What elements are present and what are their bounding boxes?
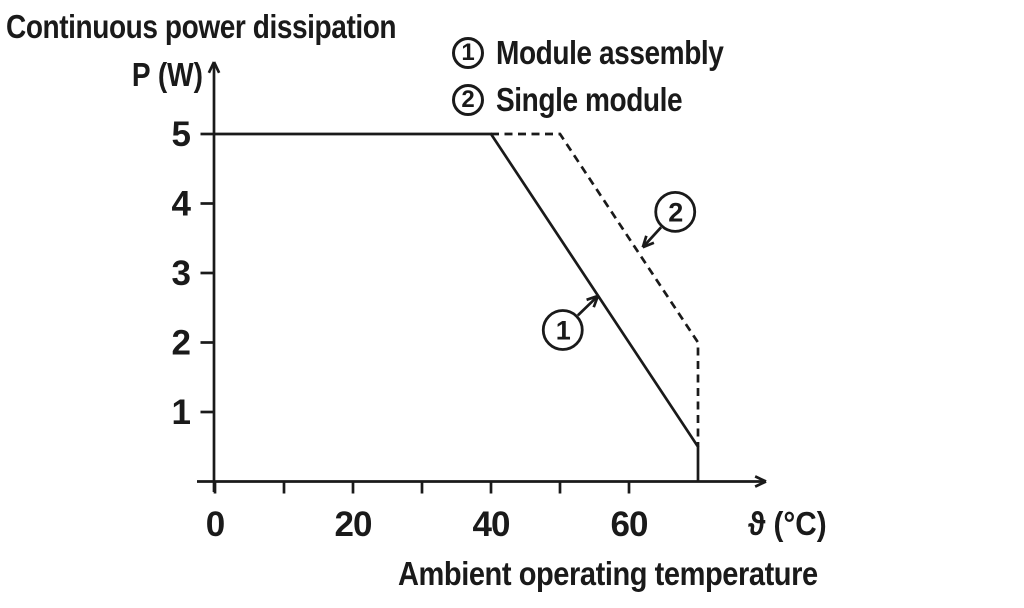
legend-marker-1-icon: 1 <box>452 37 484 69</box>
legend: 1 Module assembly 2 Single module <box>452 34 764 128</box>
legend-label: Module assembly <box>496 34 724 71</box>
y-tick-label: 4 <box>172 185 192 224</box>
callout-arrow <box>641 226 663 249</box>
y-axis-label: P (W) <box>131 56 203 93</box>
legend-marker-2-icon: 2 <box>452 84 484 116</box>
x-axis-caption: Ambient operating temperature <box>398 555 818 592</box>
callout-circle-1 <box>541 309 584 351</box>
y-tick-label: 2 <box>172 324 191 363</box>
callout-number: 1 <box>556 315 571 345</box>
legend-label: Single module <box>496 81 683 118</box>
y-axis-arrow-icon <box>212 61 221 74</box>
x-axis-arrow-icon <box>754 480 767 488</box>
legend-item-single-module: 2 Single module <box>452 81 764 119</box>
callout-arrow <box>576 294 599 317</box>
x-axis-label: ϑ (°C) <box>748 505 827 542</box>
callout-arrow-head-icon <box>592 295 600 308</box>
y-tick-label: 5 <box>172 115 191 154</box>
chart-title: Continuous power dissipation <box>6 8 397 45</box>
callout-circle-2 <box>654 190 697 233</box>
x-tick-label: 60 <box>611 505 648 544</box>
callout-arrow-head-icon <box>642 241 655 249</box>
y-tick-label: 3 <box>172 254 191 293</box>
x-tick-label: 20 <box>335 505 372 544</box>
x-tick-label: 0 <box>206 505 225 544</box>
callout-arrow-head-icon <box>586 294 599 302</box>
x-tick-label: 40 <box>473 505 510 544</box>
series-line-2 <box>491 132 700 447</box>
legend-item-module-assembly: 1 Module assembly <box>452 34 764 72</box>
callout-arrow-head-icon <box>641 235 648 248</box>
x-axis-arrow-icon <box>754 475 767 483</box>
series-line-1 <box>215 132 700 482</box>
callout-number: 2 <box>668 197 682 227</box>
y-tick-label: 1 <box>172 393 191 432</box>
y-axis-arrow-icon <box>207 61 216 74</box>
